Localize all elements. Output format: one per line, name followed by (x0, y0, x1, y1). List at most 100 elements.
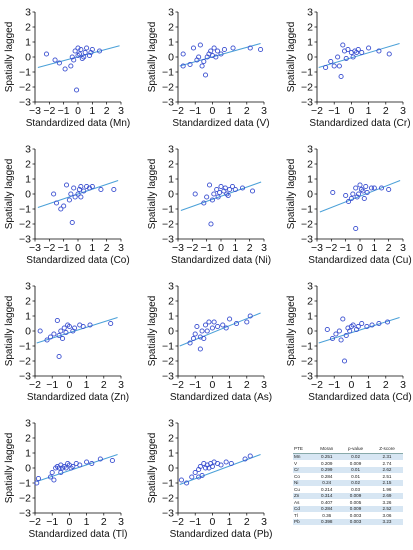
data-point (338, 73, 344, 80)
data-point (79, 55, 85, 62)
data-point (89, 46, 95, 53)
data-point (376, 320, 382, 327)
data-point (364, 323, 370, 330)
data-point (229, 183, 236, 190)
trend-line (36, 454, 118, 482)
trend-line (37, 45, 120, 68)
data-point (341, 358, 348, 364)
y-tick-label: 2 (168, 22, 174, 34)
cell-moran: 0.209 (320, 460, 333, 466)
data-point (88, 49, 94, 56)
cell-moran: 0.251 (313, 453, 341, 461)
y-tick-label: −1 (301, 341, 313, 353)
cell-z-score: 2.31 (371, 453, 403, 461)
y-tick-label: −3 (19, 508, 31, 520)
data-point (89, 460, 95, 467)
x-tick-label: 2 (386, 242, 392, 254)
x-axis-label: Standardized data (Co) (26, 255, 129, 266)
y-tick-label: 0 (168, 52, 174, 64)
y-axis-label: Spatially lagged (286, 159, 297, 230)
y-tick-label: −1 (162, 341, 174, 353)
y-axis-label: Spatially lagged (4, 159, 15, 230)
data-point (72, 48, 78, 54)
cell-p-value: 0.009 (340, 492, 372, 500)
data-point (350, 322, 356, 328)
data-point (378, 185, 385, 191)
cell-p-value: 0.01 (351, 473, 361, 479)
cell-moran: 0.284 (320, 473, 333, 479)
data-point (208, 48, 214, 54)
cell-moran: 0.284 (313, 505, 341, 513)
data-point (218, 462, 224, 468)
data-point (343, 55, 349, 62)
y-tick-label: −3 (19, 97, 31, 109)
cell-p-value: 0.02 (340, 479, 372, 487)
cell-z-score: 2.62 (371, 466, 403, 474)
data-point (71, 57, 77, 63)
y-tick-label: −2 (19, 219, 31, 231)
data-point (345, 46, 351, 53)
data-point (75, 52, 81, 59)
data-point (364, 189, 370, 196)
data-point (76, 186, 82, 193)
data-point (61, 203, 67, 209)
data-point (328, 58, 334, 65)
data-point (354, 194, 360, 200)
data-point (44, 337, 50, 343)
x-tick-label: −2 (325, 242, 337, 254)
data-point (224, 191, 230, 197)
y-tick-label: 1 (307, 37, 313, 49)
y-tick-label: −1 (162, 67, 174, 79)
y-tick-label: 2 (307, 22, 313, 34)
data-point (86, 52, 93, 59)
x-tick-label: 2 (101, 516, 107, 528)
x-tick-label: 0 (66, 379, 72, 391)
data-point (72, 194, 78, 200)
data-point (98, 186, 104, 193)
cell-z-score: 2.69 (371, 492, 403, 500)
data-point (340, 316, 346, 322)
y-tick-label: −3 (301, 371, 313, 383)
data-point (34, 480, 40, 486)
data-point (356, 191, 362, 197)
trend-line (319, 180, 401, 213)
data-point (247, 453, 253, 459)
cell-p-value: 0.003 (340, 518, 372, 526)
x-axis-label: Standardized data (Ni) (171, 255, 271, 266)
data-point (220, 322, 226, 328)
data-point (75, 45, 81, 51)
x-tick-label: −2 (29, 379, 41, 391)
y-tick-label: 1 (307, 311, 313, 323)
x-tick-label: 0 (66, 516, 72, 528)
data-point (51, 477, 57, 483)
cell-pte: Zn (293, 492, 314, 500)
y-tick-label: −1 (19, 204, 31, 216)
x-tick-label: 0 (348, 105, 354, 117)
cell-p-value: 0.009 (349, 460, 362, 466)
data-point (96, 48, 103, 54)
data-point (196, 474, 202, 480)
y-axis-label: Spatially lagged (147, 296, 158, 367)
x-tick-label: 2 (104, 105, 110, 117)
data-point (217, 189, 223, 196)
cell-pte: V (294, 460, 298, 466)
data-point (343, 332, 349, 339)
data-point (204, 328, 210, 334)
data-point (223, 325, 229, 331)
x-tick-label: 0 (209, 379, 215, 391)
y-tick-label: 1 (168, 174, 174, 186)
x-axis-label: Standardized data (V) (172, 118, 269, 129)
x-tick-label: −2 (172, 516, 184, 528)
data-point (47, 474, 54, 480)
x-tick-label: −1 (46, 379, 58, 391)
data-point (47, 334, 54, 340)
y-tick-label: 3 (25, 144, 31, 156)
data-point (386, 51, 392, 57)
col-moran: Moran (313, 445, 341, 454)
data-point (222, 185, 228, 191)
y-tick-label: 0 (25, 463, 31, 475)
